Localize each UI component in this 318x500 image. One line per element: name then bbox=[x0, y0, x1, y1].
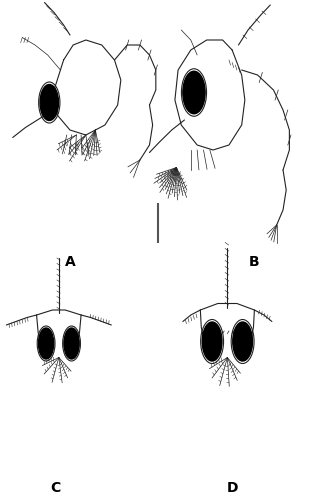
Ellipse shape bbox=[183, 71, 205, 114]
Ellipse shape bbox=[38, 328, 54, 359]
Ellipse shape bbox=[202, 322, 222, 361]
Text: B: B bbox=[249, 256, 260, 270]
Ellipse shape bbox=[233, 322, 252, 361]
Ellipse shape bbox=[64, 328, 79, 359]
Text: A: A bbox=[65, 256, 75, 270]
Text: C: C bbox=[51, 480, 61, 494]
Ellipse shape bbox=[40, 84, 59, 120]
Text: D: D bbox=[226, 480, 238, 494]
